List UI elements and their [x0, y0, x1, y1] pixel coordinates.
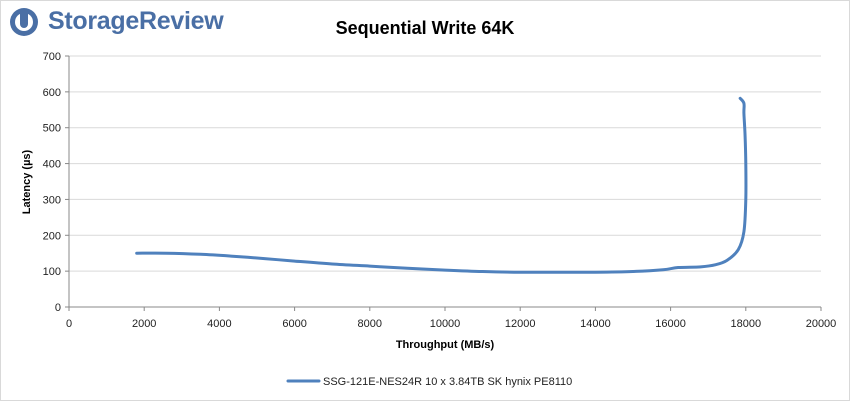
- x-tick-label: 16000: [655, 318, 686, 330]
- y-tick-label: 0: [55, 302, 61, 314]
- y-tick-label: 600: [43, 87, 61, 99]
- x-tick-label: 10000: [430, 318, 461, 330]
- y-tick-label: 100: [43, 266, 61, 278]
- tick-labels: 0 100 200 300 400 500 600 700 0 2000 4000 6000 8000 1…: [43, 51, 837, 330]
- plot-area: [135, 96, 748, 274]
- legend: SSG-121E-NES24R 10 x 3.84TB SK hynix PE8…: [286, 376, 572, 388]
- x-tick-label: 8000: [358, 318, 382, 330]
- x-tick-label: 14000: [580, 318, 611, 330]
- storagereview-logo: StorageReview: [9, 5, 239, 39]
- x-tick-label: 20000: [806, 318, 837, 330]
- axes: [65, 55, 822, 311]
- x-axis-label: Throughput (MB/s): [396, 339, 495, 351]
- x-tick-label: 6000: [282, 318, 306, 330]
- y-tick-label: 200: [43, 230, 61, 242]
- y-axis-label: Latency (µs): [21, 149, 33, 214]
- x-tick-label: 18000: [731, 318, 762, 330]
- gridlines: [69, 55, 821, 272]
- x-tick-label: 0: [66, 318, 72, 330]
- x-tick-label: 2000: [132, 318, 156, 330]
- chart-title: Sequential Write 64K: [336, 18, 515, 38]
- x-tick-label: 4000: [207, 318, 231, 330]
- y-tick-label: 700: [43, 51, 61, 63]
- logo-text: StorageReview: [48, 7, 224, 35]
- series-line-0: [135, 96, 748, 274]
- y-tick-label: 400: [43, 159, 61, 171]
- y-tick-label: 300: [43, 194, 61, 206]
- y-tick-label: 500: [43, 123, 61, 135]
- storagereview-logo-icon: [10, 8, 38, 36]
- x-tick-label: 12000: [505, 318, 536, 330]
- legend-label: SSG-121E-NES24R 10 x 3.84TB SK hynix PE8…: [323, 376, 572, 388]
